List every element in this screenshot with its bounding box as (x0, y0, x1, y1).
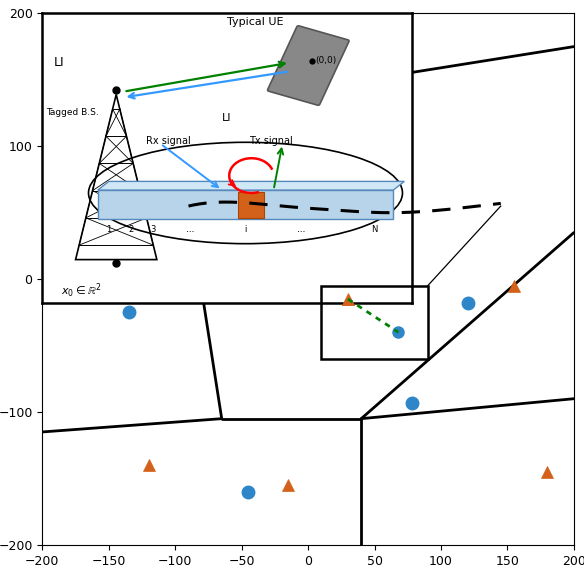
Bar (321, 286, 427, 359)
